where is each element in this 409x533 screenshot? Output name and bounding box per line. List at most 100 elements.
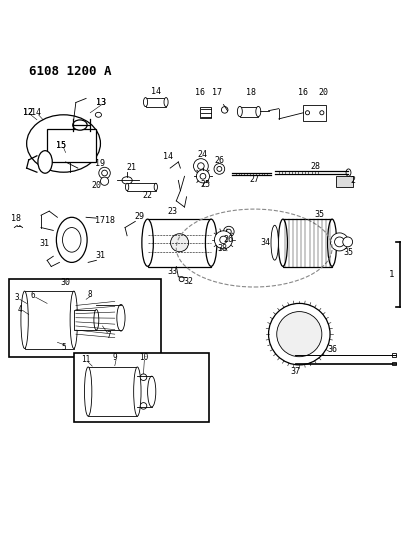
- Ellipse shape: [345, 169, 350, 176]
- Ellipse shape: [27, 115, 100, 172]
- Text: 1: 1: [388, 270, 393, 279]
- Circle shape: [193, 159, 208, 173]
- Ellipse shape: [255, 107, 260, 117]
- Text: 22: 22: [142, 191, 152, 200]
- Bar: [74, 353, 209, 422]
- Bar: [9, 279, 160, 357]
- Text: 38: 38: [217, 244, 227, 253]
- Text: 14: 14: [151, 86, 160, 95]
- Text: 25: 25: [200, 180, 209, 189]
- Circle shape: [99, 167, 110, 179]
- Ellipse shape: [142, 219, 153, 266]
- Ellipse shape: [73, 120, 87, 130]
- Ellipse shape: [147, 376, 155, 407]
- Text: 13: 13: [96, 98, 106, 107]
- Circle shape: [276, 312, 321, 357]
- Bar: [200, 108, 211, 118]
- Circle shape: [223, 227, 234, 237]
- Circle shape: [334, 237, 344, 247]
- Circle shape: [268, 303, 329, 365]
- Bar: [282, 220, 331, 266]
- Text: 29: 29: [134, 212, 144, 221]
- Bar: [147, 220, 211, 266]
- Text: 33: 33: [167, 267, 177, 276]
- Text: 37: 37: [290, 367, 299, 376]
- Text: 10: 10: [139, 353, 148, 362]
- Bar: [74, 310, 96, 330]
- Text: 31: 31: [95, 251, 105, 260]
- Ellipse shape: [125, 183, 128, 191]
- Text: 5: 5: [61, 343, 66, 352]
- Text: 9: 9: [112, 353, 117, 362]
- Ellipse shape: [62, 228, 81, 252]
- Text: 6108 1200 A: 6108 1200 A: [29, 65, 111, 78]
- Ellipse shape: [70, 291, 77, 349]
- Text: 15: 15: [56, 141, 65, 150]
- Circle shape: [140, 402, 146, 409]
- Bar: [335, 176, 352, 187]
- Text: 35: 35: [343, 248, 353, 257]
- Text: 11: 11: [81, 356, 90, 365]
- Circle shape: [140, 374, 146, 381]
- Ellipse shape: [327, 219, 336, 266]
- Text: 18: 18: [245, 88, 255, 97]
- Circle shape: [221, 107, 227, 113]
- Bar: [303, 104, 325, 121]
- Bar: [127, 183, 155, 191]
- Circle shape: [330, 233, 348, 251]
- Ellipse shape: [164, 98, 168, 107]
- Text: 30: 30: [61, 278, 70, 287]
- Text: 17: 17: [95, 216, 105, 225]
- Ellipse shape: [237, 107, 242, 117]
- Text: 31: 31: [39, 239, 49, 248]
- Ellipse shape: [278, 219, 287, 266]
- Ellipse shape: [94, 310, 99, 330]
- Text: 2: 2: [349, 176, 354, 185]
- Circle shape: [226, 229, 231, 234]
- Text: 18: 18: [11, 214, 21, 223]
- Text: 21: 21: [126, 163, 136, 172]
- Text: 17: 17: [212, 88, 222, 97]
- Text: 6: 6: [30, 290, 35, 300]
- Text: 12: 12: [23, 108, 33, 117]
- Circle shape: [214, 231, 232, 249]
- Circle shape: [213, 164, 224, 174]
- Bar: [239, 107, 258, 117]
- Circle shape: [170, 233, 188, 252]
- Ellipse shape: [38, 151, 52, 173]
- Text: 35: 35: [314, 209, 324, 219]
- Bar: [47, 129, 96, 162]
- Text: 26: 26: [214, 156, 224, 165]
- Ellipse shape: [56, 217, 87, 262]
- Text: 34: 34: [260, 238, 270, 247]
- Circle shape: [305, 111, 309, 115]
- Bar: [145, 98, 166, 107]
- Bar: [391, 353, 396, 357]
- Circle shape: [200, 173, 205, 179]
- Text: 13: 13: [96, 98, 106, 107]
- Text: 8: 8: [87, 290, 92, 299]
- Text: 3: 3: [14, 293, 19, 302]
- Ellipse shape: [95, 112, 101, 117]
- Ellipse shape: [143, 98, 147, 107]
- Text: 27: 27: [249, 175, 258, 184]
- Ellipse shape: [117, 304, 125, 331]
- Circle shape: [342, 237, 352, 247]
- Text: 28: 28: [310, 161, 320, 171]
- Text: 14: 14: [31, 108, 40, 117]
- Text: 15: 15: [56, 141, 65, 150]
- Ellipse shape: [21, 291, 28, 349]
- Circle shape: [101, 170, 107, 176]
- Text: 16: 16: [195, 88, 204, 97]
- Text: 32: 32: [183, 277, 193, 286]
- Circle shape: [319, 111, 323, 115]
- Text: 24: 24: [197, 150, 207, 159]
- Circle shape: [179, 277, 184, 281]
- Text: 4: 4: [17, 305, 22, 314]
- Text: 19: 19: [95, 159, 105, 168]
- Circle shape: [196, 169, 209, 183]
- Ellipse shape: [133, 367, 141, 416]
- Ellipse shape: [270, 225, 278, 260]
- Bar: [391, 361, 396, 365]
- Text: 36: 36: [326, 345, 336, 354]
